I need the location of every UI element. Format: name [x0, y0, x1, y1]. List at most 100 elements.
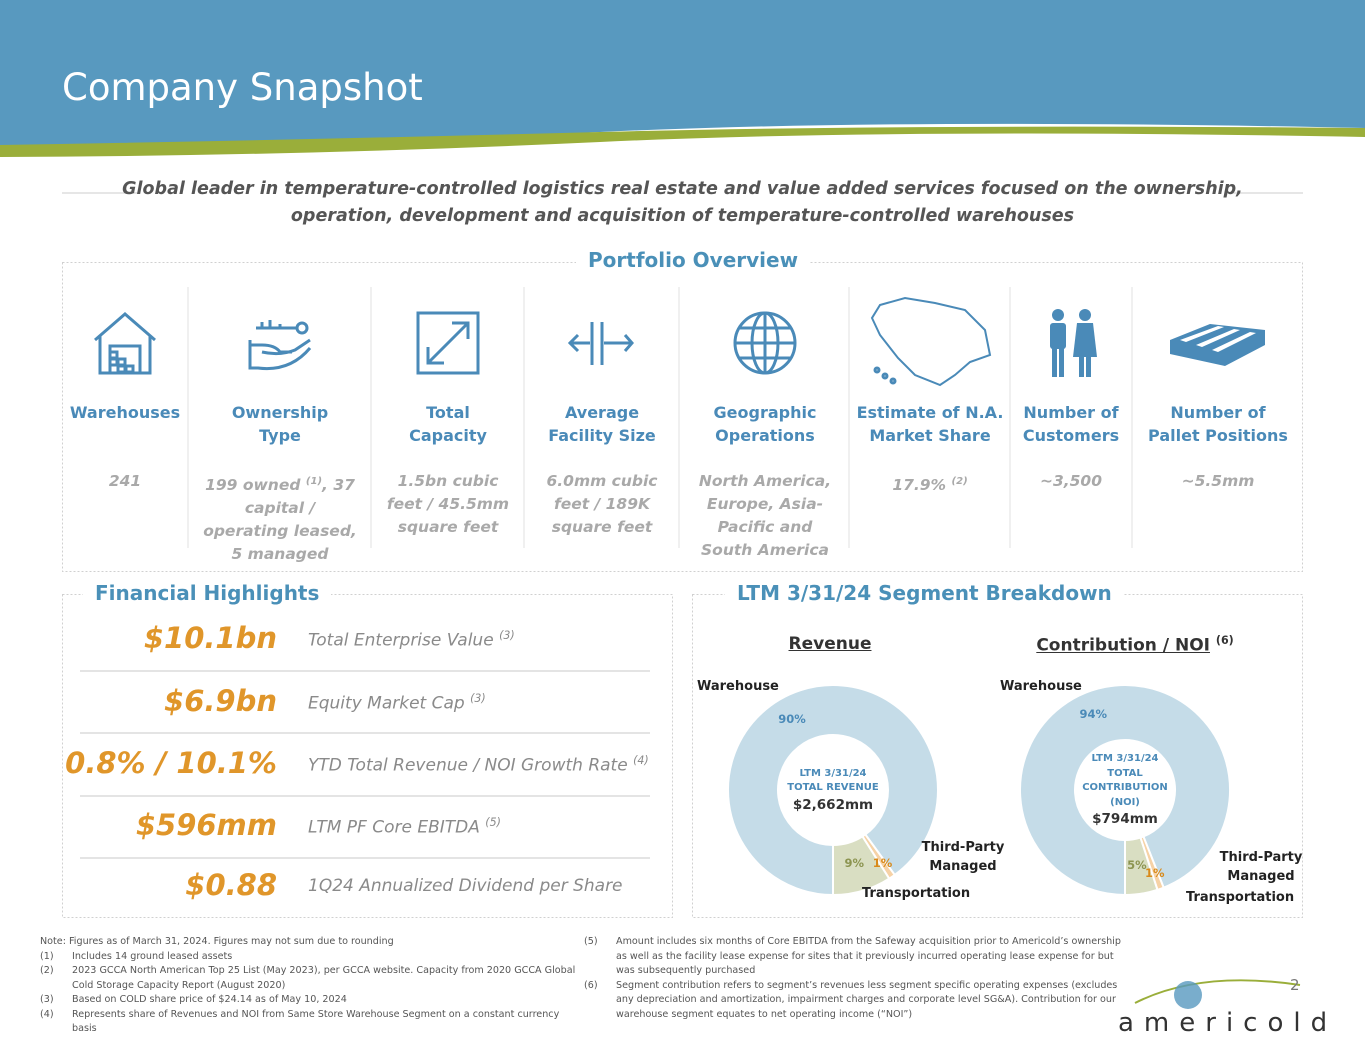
label-line: Ownership [231, 403, 329, 422]
label-line: Warehouses [69, 403, 181, 422]
metric-label: Total Capacity [363, 401, 533, 447]
section-title: Financial Highlights [83, 581, 332, 605]
value-label: 9% [844, 855, 864, 870]
metric-label: Estimate of N.A. Market Share [845, 401, 1015, 447]
metric-value: 17.9% (2) [855, 470, 1005, 497]
metric-value: North America, Europe, Asia-Pacific and … [690, 470, 840, 562]
section-title: Portfolio Overview [576, 248, 811, 272]
footnote-text: Amount includes six months of Core EBITD… [616, 936, 1121, 976]
center-line: LTM 3/31/24 [799, 767, 867, 779]
donut-segment [832, 835, 891, 897]
text: 6.0mm cubic feet / 189K square feet [546, 472, 658, 536]
footnotes-left: (1) Includes 14 ground leased assets (2) 20… [40, 950, 580, 1037]
text: 199 owned [205, 476, 306, 495]
center-label: LTM 3/31/24 TOTAL CONTRIBUTION (NOI) $794mm [1070, 752, 1180, 828]
category-label: Transportation [862, 886, 971, 901]
highlight-value: $10.1bn [143, 621, 277, 655]
footnote-ref: (3) [470, 692, 486, 705]
label-line: Total [426, 403, 470, 422]
footnote: (6) Segment contribution refers to segmen… [584, 979, 1124, 1023]
highlight-label: Total Enterprise Value (3) [308, 629, 515, 651]
center-value: $2,662mm [792, 796, 874, 813]
value-label: 94% [1079, 707, 1107, 722]
value-label: 1% [872, 855, 893, 870]
metric-value: 241 [62, 470, 188, 493]
metric-value: 1.5bn cubic feet / 45.5mm square feet [378, 470, 518, 539]
metric-label: Warehouses [40, 401, 210, 424]
metric-label: Average Facility Size [517, 401, 687, 447]
highlight-label: 1Q24 Annualized Dividend per Share [308, 876, 623, 896]
center-value: $794mm [1092, 811, 1158, 827]
value-label: 5% [1127, 858, 1147, 873]
footnote-marker: (5) [584, 936, 598, 947]
footnote-marker: (3) [40, 994, 54, 1005]
footnote-ref: (3) [499, 629, 515, 642]
footnote-marker: (2) [40, 965, 54, 976]
footnote-marker: (6) [584, 979, 598, 991]
highlight-value: $6.9bn [164, 684, 277, 718]
footnote-ref: (2) [951, 476, 968, 487]
value-label: 1% [1145, 865, 1165, 880]
text: 1.5bn cubic feet / 45.5mm square feet [386, 472, 510, 536]
footnote-marker: (1) [40, 950, 54, 962]
footnote-marker: (4) [40, 1008, 54, 1020]
value-label: 90% [778, 711, 806, 726]
footnote-text: 2023 GCCA North American Top 25 List (Ma… [72, 965, 576, 991]
footnote-ref: (6) [1215, 634, 1234, 647]
text: , 37 capital / operating leased, 5 manag… [203, 476, 357, 564]
footnote: (2) 2023 GCCA North American Top 25 List … [40, 964, 580, 993]
tagline: Global leader in temperature-controlled … [122, 179, 1243, 199]
label-line: Number of [1023, 403, 1119, 422]
center-line: TOTAL REVENUE [787, 782, 879, 793]
text: North America, Europe, Asia-Pacific and … [698, 472, 832, 559]
footnote-ref: (4) [633, 754, 649, 767]
metric-label: Number of Customers [986, 401, 1156, 447]
label-line: Customers [1022, 426, 1120, 445]
title: Company Snapshot [62, 66, 423, 109]
metric-value: 6.0mm cubic feet / 189K square feet [537, 470, 667, 539]
pallet-slats [1180, 326, 1256, 352]
footnote: (3) Based on COLD share price of $24.14 a… [40, 993, 580, 1008]
text: ~5.5mm [1181, 472, 1255, 490]
highlight-label: YTD Total Revenue / NOI Growth Rate (4) [308, 754, 649, 776]
metric-value: 199 owned (1), 37 capital / operating le… [200, 470, 360, 566]
footnote: (1) Includes 14 ground leased assets [40, 950, 580, 965]
metric-label: Number of Pallet Positions [1133, 401, 1303, 447]
footnote-ref: (5) [485, 816, 501, 829]
tagline: operation, development and acquisition o… [290, 206, 1075, 226]
highlight-value: $0.88 [185, 868, 277, 902]
footnote-note: Note: Figures as of March 31, 2024. Figu… [40, 936, 394, 947]
logo: americold [1118, 1008, 1338, 1038]
text: 1Q24 Annualized Dividend per Share [308, 876, 623, 896]
donut-segment [727, 684, 939, 897]
metric-label: Ownership Type [195, 401, 365, 447]
donut-segment [1019, 684, 1231, 897]
category-label: Warehouse [1000, 679, 1082, 694]
label-line: Number of [1170, 403, 1266, 422]
footnote-text: Represents share of Revenues and NOI fro… [72, 1008, 560, 1035]
highlight-label: LTM PF Core EBITDA (5) [308, 816, 501, 838]
footnote-text: Includes 14 ground leased assets [72, 950, 233, 962]
footnote: (4) Represents share of Revenues and NOI … [40, 1008, 580, 1037]
center-label: LTM 3/31/24 TOTAL REVENUE $2,662mm [778, 767, 888, 814]
logo-swoosh [1134, 979, 1301, 1004]
section-title: LTM 3/31/24 Segment Breakdown [725, 581, 1124, 605]
label-line: Type [259, 426, 301, 445]
text: LTM PF Core EBITDA [308, 817, 480, 838]
label-line: Pallet Positions [1148, 426, 1288, 445]
label-line: Capacity [409, 426, 487, 445]
center-line: CONTRIBUTION [1082, 782, 1168, 793]
title-text: Contribution / NOI [1036, 635, 1210, 656]
footnote-text: Based on COLD share price of $24.14 as o… [72, 994, 347, 1005]
column-dividers [187, 287, 1133, 548]
label-line: Market Share [869, 426, 991, 445]
highlight-label: Equity Market Cap (3) [308, 692, 486, 714]
chart-title: Revenue [680, 634, 980, 654]
label-line: Estimate of N.A. [856, 403, 1004, 422]
title-text: Revenue [788, 634, 872, 654]
label-line: Operations [715, 426, 815, 445]
metric-label: Geographic Operations [680, 401, 850, 447]
label-line: Facility Size [548, 426, 656, 445]
donut-segment [1124, 836, 1159, 897]
center-line: TOTAL [1107, 767, 1143, 779]
